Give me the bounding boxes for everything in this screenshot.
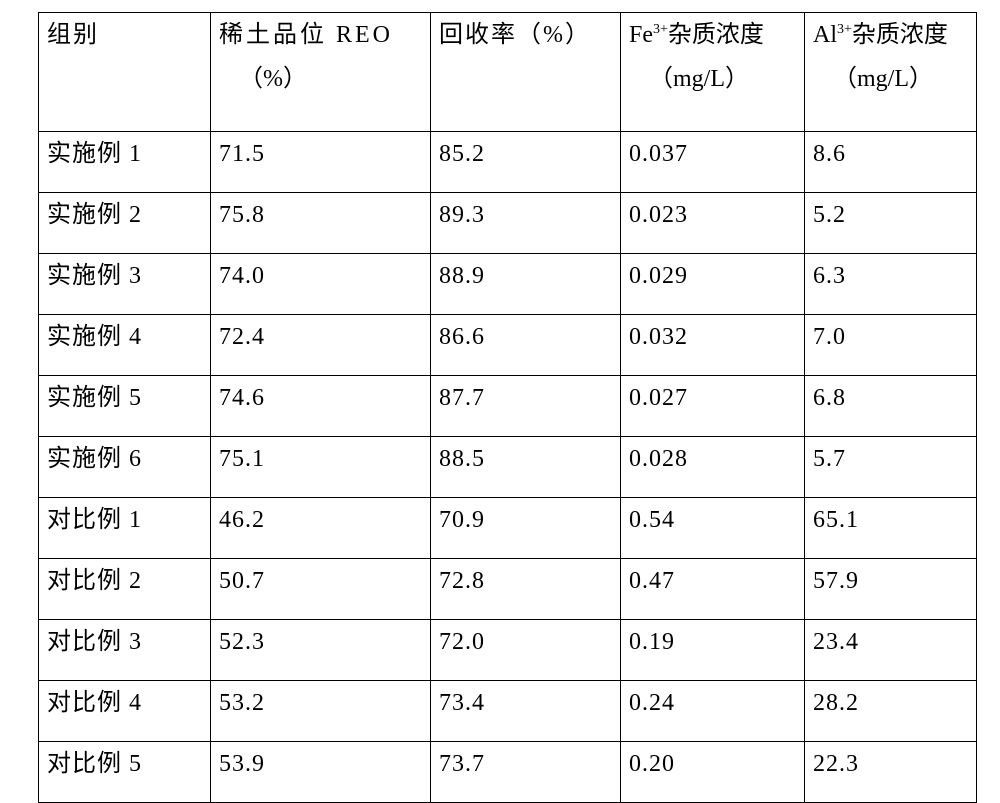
table-row: 对比例 4 53.2 73.4 0.24 28.2 <box>39 681 977 742</box>
col-header-group-line1: 组别 <box>47 23 202 47</box>
cell-recov: 88.5 <box>431 437 621 498</box>
col-header-group: 组别 <box>39 13 211 132</box>
cell-recov: 73.7 <box>431 742 621 803</box>
cell-recov: 86.6 <box>431 315 621 376</box>
cell-group: 对比例 5 <box>39 742 211 803</box>
cell-al: 28.2 <box>805 681 977 742</box>
data-table: 组别 稀土品位 REO （%） 回收率（%） <box>38 12 977 803</box>
cell-reo: 46.2 <box>211 498 431 559</box>
cell-fe: 0.19 <box>621 620 805 681</box>
col-header-al-pre: Al <box>813 22 837 48</box>
table-row: 对比例 5 53.9 73.7 0.20 22.3 <box>39 742 977 803</box>
cell-group: 实施例 6 <box>39 437 211 498</box>
cell-group: 对比例 3 <box>39 620 211 681</box>
cell-al: 23.4 <box>805 620 977 681</box>
cell-fe: 0.54 <box>621 498 805 559</box>
col-header-recovery-line1: 回收率（%） <box>439 23 612 47</box>
col-header-al-line2: （mg/L） <box>813 67 968 91</box>
col-header-fe-pre: Fe <box>629 22 653 48</box>
table-row: 实施例 6 75.1 88.5 0.028 5.7 <box>39 437 977 498</box>
table-row: 实施例 3 74.0 88.9 0.029 6.3 <box>39 254 977 315</box>
col-header-fe-line1: Fe3+杂质浓度 <box>629 23 796 47</box>
col-header-al-sup: 3+ <box>837 22 852 37</box>
col-header-fe-post: 杂质浓度 <box>668 22 764 48</box>
table-header: 组别 稀土品位 REO （%） 回收率（%） <box>39 13 977 132</box>
table-row: 实施例 4 72.4 86.6 0.032 7.0 <box>39 315 977 376</box>
col-header-recovery: 回收率（%） <box>431 13 621 132</box>
table-row: 对比例 2 50.7 72.8 0.47 57.9 <box>39 559 977 620</box>
cell-fe: 0.032 <box>621 315 805 376</box>
col-header-al-line1: Al3+杂质浓度 <box>813 23 968 47</box>
cell-al: 5.2 <box>805 193 977 254</box>
table-body: 实施例 1 71.5 85.2 0.037 8.6 实施例 2 75.8 89.… <box>39 132 977 803</box>
cell-reo: 75.8 <box>211 193 431 254</box>
cell-al: 6.8 <box>805 376 977 437</box>
table-row: 实施例 2 75.8 89.3 0.023 5.2 <box>39 193 977 254</box>
cell-fe: 0.023 <box>621 193 805 254</box>
cell-group: 实施例 1 <box>39 132 211 193</box>
cell-fe: 0.47 <box>621 559 805 620</box>
table-header-row: 组别 稀土品位 REO （%） 回收率（%） <box>39 13 977 132</box>
cell-fe: 0.027 <box>621 376 805 437</box>
table-row: 对比例 3 52.3 72.0 0.19 23.4 <box>39 620 977 681</box>
cell-recov: 88.9 <box>431 254 621 315</box>
cell-fe: 0.029 <box>621 254 805 315</box>
cell-reo: 74.6 <box>211 376 431 437</box>
cell-al: 5.7 <box>805 437 977 498</box>
cell-group: 实施例 2 <box>39 193 211 254</box>
col-header-fe: Fe3+杂质浓度 （mg/L） <box>621 13 805 132</box>
table-row: 对比例 1 46.2 70.9 0.54 65.1 <box>39 498 977 559</box>
cell-al: 6.3 <box>805 254 977 315</box>
cell-group: 实施例 5 <box>39 376 211 437</box>
cell-group: 实施例 4 <box>39 315 211 376</box>
cell-fe: 0.20 <box>621 742 805 803</box>
cell-fe: 0.037 <box>621 132 805 193</box>
cell-reo: 52.3 <box>211 620 431 681</box>
cell-fe: 0.028 <box>621 437 805 498</box>
cell-al: 57.9 <box>805 559 977 620</box>
cell-recov: 70.9 <box>431 498 621 559</box>
cell-reo: 72.4 <box>211 315 431 376</box>
cell-recov: 72.0 <box>431 620 621 681</box>
cell-reo: 74.0 <box>211 254 431 315</box>
page: 组别 稀土品位 REO （%） 回收率（%） <box>0 0 1000 732</box>
cell-recov: 85.2 <box>431 132 621 193</box>
col-header-reo-line1: 稀土品位 REO <box>219 23 422 47</box>
cell-group: 对比例 4 <box>39 681 211 742</box>
cell-al: 65.1 <box>805 498 977 559</box>
cell-fe: 0.24 <box>621 681 805 742</box>
cell-group: 对比例 2 <box>39 559 211 620</box>
cell-al: 7.0 <box>805 315 977 376</box>
cell-recov: 87.7 <box>431 376 621 437</box>
cell-reo: 50.7 <box>211 559 431 620</box>
cell-reo: 75.1 <box>211 437 431 498</box>
cell-recov: 72.8 <box>431 559 621 620</box>
cell-recov: 73.4 <box>431 681 621 742</box>
col-header-al-post: 杂质浓度 <box>852 22 948 48</box>
cell-al: 8.6 <box>805 132 977 193</box>
cell-recov: 89.3 <box>431 193 621 254</box>
cell-group: 实施例 3 <box>39 254 211 315</box>
table-row: 实施例 1 71.5 85.2 0.037 8.6 <box>39 132 977 193</box>
col-header-fe-sup: 3+ <box>653 22 668 37</box>
col-header-al: Al3+杂质浓度 （mg/L） <box>805 13 977 132</box>
cell-reo: 53.9 <box>211 742 431 803</box>
cell-reo: 53.2 <box>211 681 431 742</box>
col-header-reo-line2: （%） <box>219 67 422 91</box>
col-header-reo: 稀土品位 REO （%） <box>211 13 431 132</box>
col-header-fe-line2: （mg/L） <box>629 67 796 91</box>
cell-al: 22.3 <box>805 742 977 803</box>
cell-reo: 71.5 <box>211 132 431 193</box>
table-row: 实施例 5 74.6 87.7 0.027 6.8 <box>39 376 977 437</box>
cell-group: 对比例 1 <box>39 498 211 559</box>
